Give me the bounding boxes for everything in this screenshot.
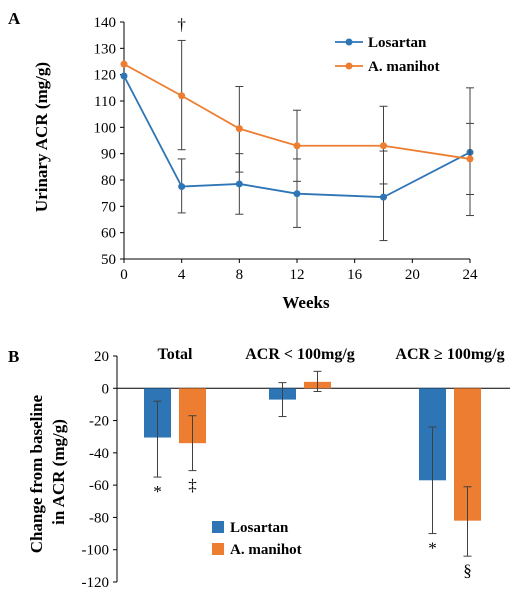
panel-a-series-line — [123, 75, 471, 199]
panel-a-data-point — [380, 193, 387, 201]
panel-a-legend-marker — [345, 62, 353, 70]
panel-b-annotation: ‡ — [188, 476, 197, 495]
panel-a-y-axis-label: Urinary ACR (mg/g) — [32, 62, 51, 212]
panel-b-category-label: Total — [158, 346, 194, 363]
panel-b-y-tick-label: -60 — [89, 478, 109, 494]
panel-b-annotation: § — [463, 561, 472, 580]
panel-b-y-tick-label: -40 — [89, 446, 109, 462]
panel-b-annotation: * — [428, 539, 437, 558]
panel-a-x-tick-label: 0 — [120, 267, 128, 283]
panel-b-y-tick-label: -100 — [82, 543, 110, 559]
panel-b-legend-swatch — [212, 521, 224, 533]
panel-a-label: A — [8, 9, 21, 28]
panel-a-y-tick-label: 120 — [94, 68, 117, 84]
panel-b-category-label: ACR < 100mg/g — [245, 346, 355, 363]
panel-a-y-tick-label: 130 — [94, 41, 117, 57]
panel-a-x-tick-label: 16 — [347, 267, 363, 283]
panel-a-legend-marker — [345, 38, 353, 46]
panel-a-data-point — [380, 142, 387, 150]
panel-a-y-tick-label: 80 — [101, 173, 116, 189]
panel-b-y-axis-label: Change from baseline in ACR (mg/g) — [27, 391, 68, 554]
panel-a-legend-label: Losartan — [368, 35, 427, 51]
panel-a-x-tick-label: 20 — [405, 267, 420, 283]
panel-a-y-tick-label: 100 — [94, 120, 117, 136]
panel-a-y-tick-label: 60 — [101, 226, 116, 242]
panel-a-data-point — [235, 125, 243, 133]
panel-a-data-point — [235, 180, 243, 188]
panel-a-data-point — [178, 183, 186, 191]
panel-b-y-tick-label: -80 — [89, 510, 109, 526]
panel-b-y-tick-label: 0 — [102, 381, 110, 397]
panel-a-series-line — [123, 63, 471, 160]
panel-b-annotation: * — [153, 482, 162, 501]
panel-b-legend-label: A. manihot — [230, 542, 302, 558]
panel-a-x-tick-label: 4 — [178, 267, 186, 283]
panel-a-data-point — [293, 190, 301, 198]
panel-b-y-tick-label: 20 — [94, 349, 109, 365]
panel-b-legend-label: Losartan — [230, 520, 289, 536]
panel-a-data-point — [120, 60, 128, 68]
panel-a-data-point — [120, 72, 128, 80]
panel-b-y-tick-label: -20 — [89, 414, 109, 430]
panel-b-y-axis-label-line: Change from baseline — [27, 394, 46, 553]
panel-a-x-tick-label: 24 — [463, 267, 479, 283]
panel-a-annotation: † — [177, 15, 186, 34]
panel-a-y-tick-label: 70 — [101, 199, 116, 215]
panel-a-legend-label: A. manihot — [368, 59, 440, 75]
panel-b-category-label: ACR ≥ 100mg/g — [395, 346, 504, 363]
panel-a-y-tick-label: 110 — [94, 94, 116, 110]
panel-a-y-tick-label: 140 — [94, 15, 117, 31]
panel-a-x-axis-label: Weeks — [282, 293, 330, 312]
panel-a-data-point — [178, 92, 186, 100]
panel-b-label: B — [8, 347, 19, 366]
panel-a-data-point — [293, 142, 301, 150]
panel-a-y-tick-label: 50 — [101, 252, 116, 268]
panel-a-x-tick-label: 8 — [236, 267, 244, 283]
panel-b-y-axis-label-line: in ACR (mg/g) — [49, 419, 68, 525]
panel-b-y-tick-label: -120 — [82, 575, 110, 591]
panel-a-y-tick-label: 90 — [101, 147, 116, 163]
panel-a-x-tick-label: 12 — [290, 267, 305, 283]
panel-a-data-point — [466, 155, 474, 163]
panel-a-line-chart: A Urinary ACR (mg/g) Weeks 5060708090100… — [8, 9, 478, 312]
panel-b-legend-swatch — [212, 543, 224, 555]
panel-b-bar-chart: B Change from baseline in ACR (mg/g) 20 0… — [8, 346, 510, 591]
